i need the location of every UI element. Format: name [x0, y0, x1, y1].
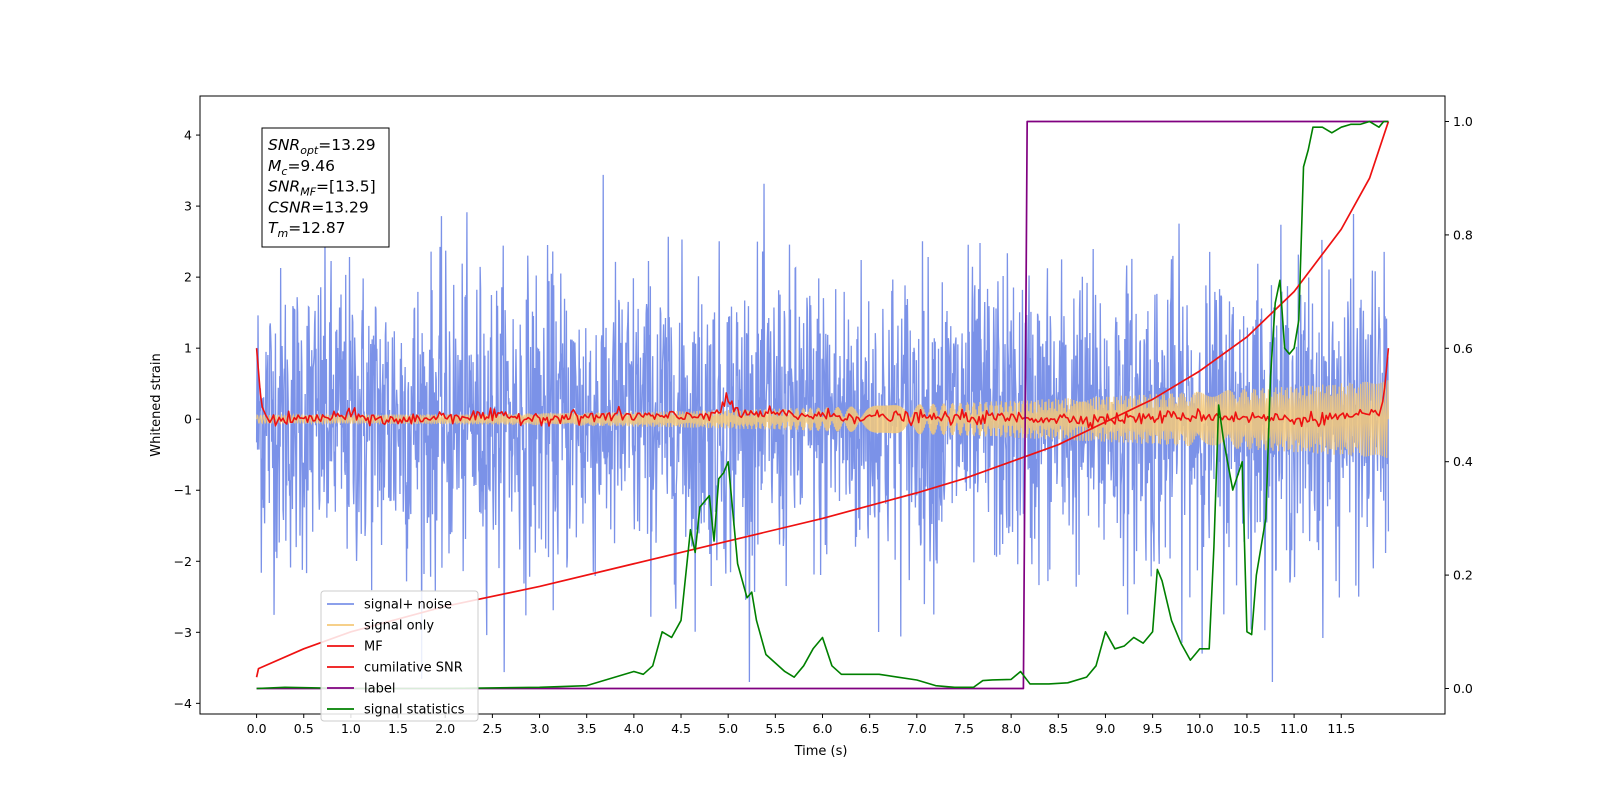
x-tick-label: 1.5: [388, 721, 408, 736]
stats-line: CSNR=13.29: [268, 198, 369, 216]
x-tick-label: 2.5: [482, 721, 502, 736]
x-tick-label: 6.5: [860, 721, 880, 736]
y-tick-label: 1: [184, 341, 192, 356]
legend-label: signal statistics: [364, 703, 465, 718]
stats-line: SNRMF=[13.5]: [268, 178, 376, 199]
x-tick-label: 7.0: [907, 721, 927, 736]
stats-value: =13.29: [318, 136, 375, 154]
stats-line: SNRopt=13.29: [268, 136, 376, 157]
y-axis-label: Whitened strain: [149, 353, 164, 456]
x-tick-label: 0.5: [294, 721, 314, 736]
legend-label: MF: [364, 640, 383, 655]
x-tick-label: 7.5: [954, 721, 974, 736]
x-tick-label: 6.0: [813, 721, 833, 736]
y-tick-label: 2: [184, 270, 192, 285]
x-axis-label: Time (s): [794, 744, 848, 759]
legend-label: signal+ noise: [364, 598, 452, 613]
stats-value: =9.46: [287, 157, 335, 175]
y2-tick-label: 0.0: [1453, 681, 1473, 696]
stats-box: SNRopt=13.29Mc=9.46SNRMF=[13.5]CSNR=13.2…: [261, 127, 390, 248]
stats-subscript: MF: [300, 186, 316, 199]
y2-tick-label: 0.8: [1453, 227, 1473, 242]
legend-label: label: [364, 682, 395, 697]
stats-subscript: opt: [300, 144, 319, 157]
y-tick-label: −1: [174, 483, 192, 498]
stats-subscript: m: [277, 227, 288, 240]
stats-symbol: T: [268, 219, 279, 237]
y-tick-label: −2: [174, 554, 192, 569]
mf-line: [255, 348, 1390, 430]
y-tick-label: −3: [174, 625, 192, 640]
signal-only-layer: [255, 380, 1390, 458]
label-line: [256, 120, 1389, 690]
y2-tick-label: 0.6: [1453, 341, 1473, 356]
y2-tick-label: 0.2: [1453, 568, 1473, 583]
stats-symbol: SNR: [268, 136, 300, 154]
stats-symbol: SNR: [268, 178, 300, 196]
x-tick-label: 8.0: [1001, 721, 1021, 736]
stats-box-frame: [261, 127, 390, 248]
legend-label: cumilative SNR: [364, 661, 463, 676]
legend-label: signal only: [364, 619, 434, 634]
x-tick-label: 4.0: [624, 721, 644, 736]
x-tick-label: 11.5: [1327, 721, 1355, 736]
x-tick-label: 5.0: [718, 721, 738, 736]
stats-symbol: CSNR: [268, 198, 311, 216]
stats-subscript: c: [281, 165, 287, 178]
axes-layer: 0.0 0.5 1.0 1.5 2.0 2.5 3.0 3.5 4.0 4.5 5.0 5.5 6.0 6…: [174, 114, 1473, 736]
x-tick-label: 11.0: [1280, 721, 1308, 736]
y-tick-label: 3: [184, 199, 192, 214]
x-tick-label: 4.5: [671, 721, 691, 736]
x-tick-label: 0.0: [247, 721, 267, 736]
y2-tick-label: 1.0: [1453, 114, 1473, 129]
stats-symbol: M: [268, 157, 281, 175]
signal-statistics-line: [256, 120, 1389, 690]
signal-only-line: [255, 380, 1390, 458]
legend-items: signal+ noise signal only MF cumilative SNR…: [327, 598, 465, 718]
y-tick-label: 4: [184, 128, 192, 143]
legend: signal+ noise signal only MF cumilative SNR…: [320, 590, 479, 722]
x-tick-label: 1.0: [341, 721, 361, 736]
x-tick-label: 9.5: [1143, 721, 1163, 736]
stats-lines: SNRopt=13.29Mc=9.46SNRMF=[13.5]CSNR=13.2…: [268, 136, 376, 240]
legend-frame: [320, 590, 479, 722]
x-tick-label: 3.5: [577, 721, 597, 736]
y-tick-label: 0: [184, 412, 192, 427]
stats-value: =[13.5]: [316, 178, 376, 196]
stats-value: =12.87: [288, 219, 345, 237]
y2-tick-label: 0.4: [1453, 454, 1473, 469]
x-tick-label: 3.0: [530, 721, 550, 736]
stats-line: Tm=12.87: [268, 219, 346, 240]
x-tick-label: 2.0: [435, 721, 455, 736]
x-tick-label: 9.0: [1096, 721, 1116, 736]
signal-noise-layer: [255, 174, 1390, 683]
x-tick-label: 10.0: [1186, 721, 1214, 736]
stats-line: Mc=9.46: [268, 157, 335, 178]
stats-value: =13.29: [311, 198, 368, 216]
x-tick-label: 5.5: [765, 721, 785, 736]
x-tick-label: 8.5: [1048, 721, 1068, 736]
x-tick-label: 10.5: [1233, 721, 1261, 736]
signal-noise-line: [255, 174, 1390, 683]
y-tick-label: −4: [174, 696, 192, 711]
